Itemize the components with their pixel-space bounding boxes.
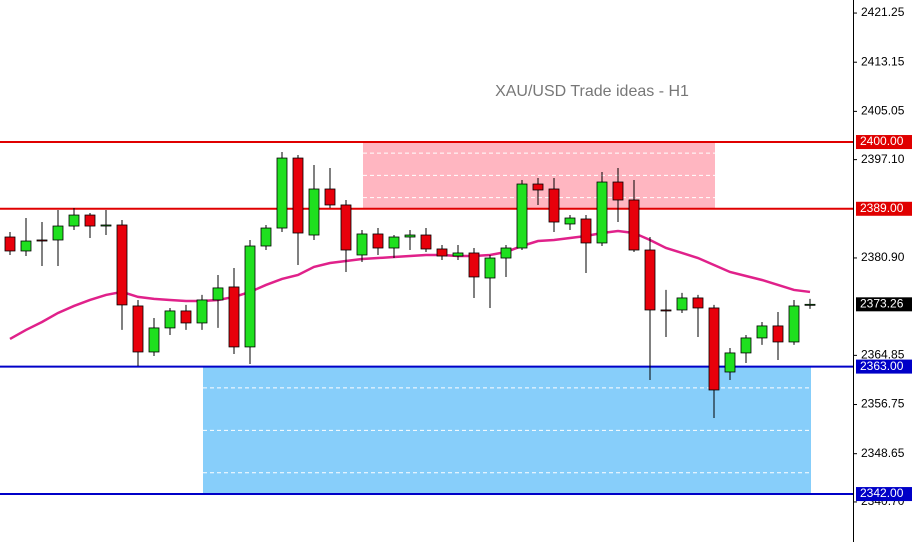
candle-body	[148, 327, 160, 353]
candle-body	[228, 286, 240, 348]
moving-average	[9, 229, 811, 341]
candle-body	[772, 325, 784, 343]
candle-body	[180, 310, 192, 324]
candle-body	[612, 181, 624, 201]
candle-body	[660, 309, 672, 312]
candle-body	[708, 307, 720, 391]
candle-body	[724, 352, 736, 373]
candle-body	[532, 183, 544, 191]
candle-body	[20, 240, 32, 252]
candle-body	[68, 214, 80, 227]
candle-body	[324, 188, 336, 206]
level-tag	[856, 135, 912, 150]
candle-body	[260, 227, 272, 247]
level-tag	[856, 201, 912, 216]
current-price-label: 2373.26	[860, 296, 904, 310]
candle-body	[340, 204, 352, 251]
y-tick-label: 2405.05	[861, 104, 905, 118]
y-tick-label: 2364.85	[861, 348, 905, 362]
candle-body	[372, 233, 384, 249]
candle-body	[644, 249, 656, 311]
y-tick-label: 2421.25	[861, 5, 905, 19]
candle-body	[84, 214, 96, 227]
candle-body	[420, 234, 432, 250]
candle-body	[580, 218, 592, 244]
candle-body	[484, 257, 496, 279]
candle-body	[676, 297, 688, 311]
level-tag-label: 2342.00	[860, 486, 904, 500]
candle-body	[356, 233, 368, 256]
candle-body	[436, 248, 448, 257]
level-tag	[856, 487, 912, 502]
level-tag-label: 2363.00	[860, 359, 904, 373]
candle-body	[548, 188, 560, 223]
candle-body	[388, 236, 400, 249]
candle-body	[756, 325, 768, 339]
candle-body	[196, 299, 208, 324]
candle-body	[516, 183, 528, 249]
level-tag-label: 2400.00	[860, 134, 904, 148]
chart-title: XAU/USD Trade ideas - H1	[495, 83, 689, 100]
y-tick-label: 2356.75	[861, 397, 905, 411]
candle-body	[596, 181, 608, 244]
candle-body	[804, 303, 816, 306]
y-tick-label: 2380.90	[861, 250, 905, 264]
candle-body	[212, 287, 224, 301]
candle-body	[164, 310, 176, 329]
candle-body	[564, 217, 576, 225]
candle-body	[4, 236, 16, 252]
candle-body	[500, 247, 512, 259]
candle-body	[276, 157, 288, 229]
candle-body	[468, 252, 480, 278]
current-price-tag	[856, 297, 912, 312]
y-tick-label: 2397.10	[861, 152, 905, 166]
y-tick-label: 2413.15	[861, 54, 905, 68]
candle-body	[740, 337, 752, 354]
candle-body	[100, 224, 112, 227]
candle-body	[292, 157, 304, 234]
candle-body	[452, 252, 464, 257]
candle-body	[244, 245, 256, 348]
candle-body	[36, 239, 48, 242]
level-tag-label: 2389.00	[860, 201, 904, 215]
candle-body	[788, 305, 800, 343]
candle-body	[692, 297, 704, 309]
candle-body	[628, 199, 640, 251]
level-tag	[856, 359, 912, 374]
candle-body	[404, 234, 416, 238]
candle-body	[116, 224, 128, 306]
y-tick-label: 2348.65	[861, 446, 905, 460]
candle-body	[132, 305, 144, 353]
candle-body	[52, 225, 64, 241]
candle-body	[308, 188, 320, 236]
